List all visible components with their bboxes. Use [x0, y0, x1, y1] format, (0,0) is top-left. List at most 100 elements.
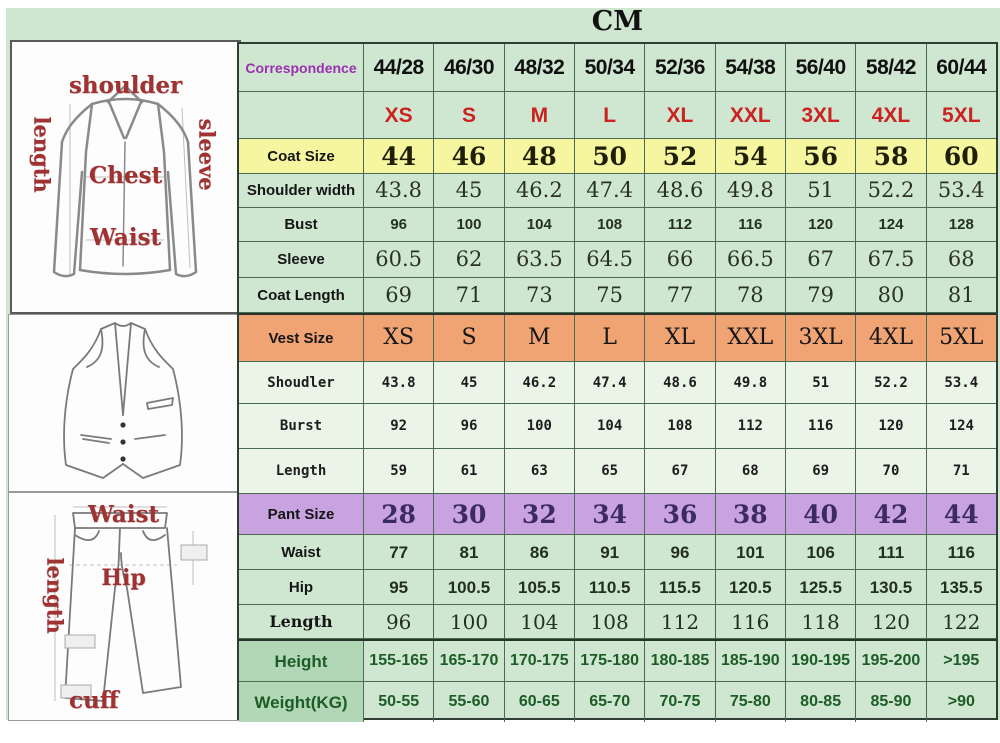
size-cell: 36: [645, 494, 716, 535]
size-cell: XXL: [715, 92, 786, 139]
size-cell: S: [434, 315, 505, 362]
size-cell: 112: [645, 605, 716, 639]
size-cell: 106: [785, 535, 857, 570]
size-cell: 67.5: [856, 242, 927, 278]
row-label: Coat Size: [239, 139, 364, 174]
size-cell: 50/34: [574, 44, 646, 92]
size-cell: 43.8: [364, 174, 435, 208]
size-cell: 124: [926, 404, 996, 449]
size-cell: 68: [926, 242, 996, 278]
row-label: Sleeve: [239, 242, 364, 278]
row-label: [239, 92, 364, 139]
size-cell: 67: [785, 242, 857, 278]
size-cell: 51: [785, 362, 857, 404]
size-cell: XL: [645, 315, 716, 362]
size-cell: XS: [364, 315, 435, 362]
size-cell: 185-190: [715, 641, 786, 682]
size-cell: 60/44: [926, 44, 996, 92]
size-cell: 111: [856, 535, 927, 570]
table-row-coat-size: Coat Size 44 46 48 50 52 54 56 58 60: [239, 139, 996, 174]
size-cell: 52.2: [856, 362, 927, 404]
size-cell: 56: [785, 139, 857, 174]
size-cell: 116: [715, 605, 786, 639]
size-cell: 4XL: [856, 92, 927, 139]
size-cell: 100.5: [434, 570, 505, 605]
table-row-pant-waist: Waist 77 81 86 91 96 101 106 111 116: [239, 535, 996, 570]
size-cell: 85-90: [856, 682, 927, 722]
row-label: Weight(KG): [239, 682, 364, 722]
jacket-chest-label: Chest: [88, 162, 163, 189]
size-cell: 48.6: [645, 174, 716, 208]
size-cell: 180-185: [645, 641, 716, 682]
row-label: Length: [239, 605, 364, 639]
size-cell: 75-80: [716, 682, 786, 722]
size-cell: 95: [364, 570, 435, 605]
size-cell: 50-55: [364, 682, 435, 722]
table-row-sleeve: Sleeve 60.5 62 63.5 64.5 66 66.5 67 67.5 68: [239, 242, 996, 278]
size-cell: 47.4: [574, 362, 646, 404]
jacket-shoulder-label: shoulder: [68, 72, 183, 99]
size-cell: 64.5: [574, 242, 646, 278]
size-cell: 40: [785, 494, 857, 535]
table-row-vest-size: Vest Size XS S M L XL XXL 3XL 4XL 5XL: [239, 313, 996, 362]
size-cell: 120: [856, 404, 927, 449]
size-cell: 75: [574, 278, 646, 313]
jacket-drawing: [52, 84, 198, 278]
size-cell: 80: [856, 278, 927, 313]
row-label: Pant Size: [239, 494, 364, 535]
size-cell: 44: [364, 139, 435, 174]
jacket-diagram: shoulder length sleeve Chest Waist: [10, 40, 241, 314]
size-cell: 100: [434, 208, 505, 242]
size-cell: 104: [574, 404, 646, 449]
row-label: Shoulder width: [239, 174, 364, 208]
size-cell: 63: [504, 449, 575, 494]
size-cell: >90: [947, 693, 975, 710]
size-cell: 124: [856, 208, 927, 242]
size-cell: 45: [434, 362, 505, 404]
size-cell: 48/32: [504, 44, 575, 92]
size-cell: 122: [926, 605, 996, 639]
size-cell: 80-85: [786, 682, 857, 722]
pants-hip-label: Hip: [101, 565, 146, 591]
size-cell: 60-65: [505, 682, 575, 722]
size-cell: XXL: [715, 315, 786, 362]
row-label: Length: [239, 449, 364, 494]
size-cell: 43.8: [364, 362, 435, 404]
size-cell: 115.5: [645, 570, 716, 605]
size-cell: 60: [926, 139, 996, 174]
size-cell: L: [574, 92, 646, 139]
size-cell: 53.4: [926, 174, 996, 208]
table-row-coat-length: Coat Length 69 71 73 75 77 78 79 80 81: [239, 278, 996, 313]
size-cell: M: [504, 315, 575, 362]
size-cell: 5XL: [926, 92, 996, 139]
size-cell: 34: [574, 494, 646, 535]
size-cell: 55-60: [434, 682, 505, 722]
size-cell: 108: [645, 404, 716, 449]
size-cell: 104: [504, 208, 575, 242]
size-cell: 112: [645, 208, 716, 242]
size-cell: 120: [785, 208, 857, 242]
size-cell: 96: [645, 535, 716, 570]
size-cell: S: [434, 92, 505, 139]
size-cell: 63.5: [504, 242, 575, 278]
pants-cuff-label: cuff: [69, 687, 119, 714]
size-cell: 120.5: [715, 570, 786, 605]
size-cell: 69: [364, 278, 435, 313]
size-cell: 50: [574, 139, 646, 174]
size-cell: 175-180: [574, 641, 646, 682]
size-cell: 79: [785, 278, 857, 313]
size-cell: XL: [645, 92, 716, 139]
size-cell: 45: [434, 174, 505, 208]
size-cell: 81: [434, 535, 505, 570]
size-cell: 100: [504, 404, 575, 449]
size-cell: 58: [856, 139, 927, 174]
size-cell: 70-75: [645, 682, 716, 722]
size-cell: 46.2: [504, 362, 575, 404]
size-cell: 49.8: [715, 174, 786, 208]
table-row-pant-hip: Hip 95 100.5 105.5 110.5 115.5 120.5 125.5 130.5…: [239, 570, 996, 605]
size-cell: 46: [434, 139, 505, 174]
size-cell: 48.6: [645, 362, 716, 404]
size-cell: 112: [715, 404, 786, 449]
pants-waist-label: Waist: [87, 501, 160, 528]
size-cell: 48: [504, 139, 575, 174]
